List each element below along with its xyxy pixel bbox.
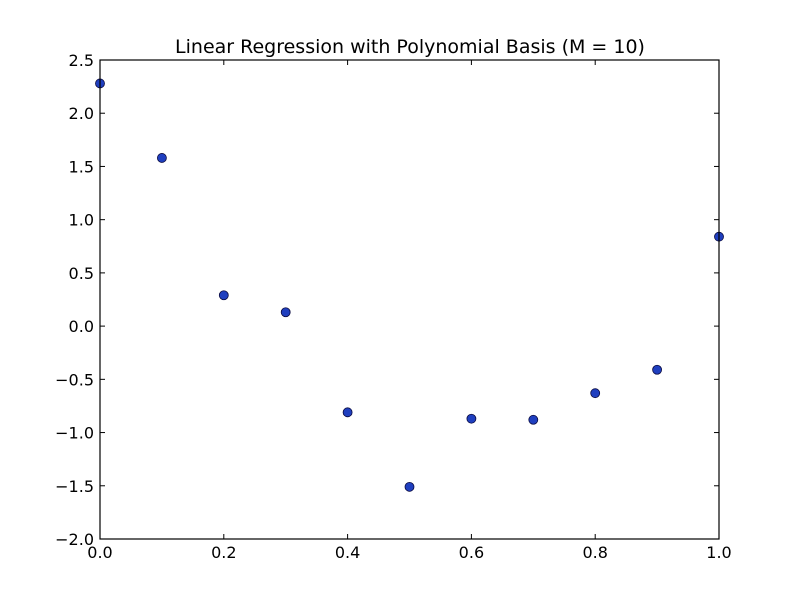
y-tick-label-2: −1.0	[55, 424, 94, 443]
data-point-8	[590, 388, 601, 399]
y-tick-label-5: 0.5	[69, 264, 94, 283]
data-point-4	[342, 407, 353, 418]
x-tick-label-1: 0.2	[211, 543, 236, 562]
data-point-9	[652, 364, 662, 375]
x-tick-label-0: 0.0	[87, 543, 112, 562]
x-tick-label-4: 0.8	[582, 543, 607, 562]
y-tick-label-7: 1.5	[69, 157, 94, 176]
axes: 0.0 0.2 0.4 0.6 0.8 1.0 −2.0 −1.5 −1.0 −0.5 0.0 0.5…	[55, 51, 732, 562]
data-point-7	[528, 414, 539, 425]
y-tick-label-4: 0.0	[69, 317, 94, 336]
chart-title: Linear Regression with Polynomial Basis …	[175, 36, 645, 58]
y-tick-label-9: 2.5	[69, 51, 94, 70]
y-tick-label-3: −0.5	[55, 370, 94, 389]
x-tick-label-2: 0.4	[335, 543, 360, 562]
y-tick-label-8: 2.0	[69, 104, 94, 123]
y-tick-label-0: −2.0	[55, 530, 94, 549]
data-point-6	[466, 413, 477, 424]
data-point-1	[156, 153, 167, 163]
x-tick-label-3: 0.6	[459, 543, 484, 562]
x-tick-label-5: 1.0	[706, 543, 731, 562]
data-point-2	[218, 290, 229, 301]
y-tick-label-6: 1.0	[69, 211, 94, 230]
data-point-3	[280, 307, 291, 318]
axes-frame	[99, 59, 720, 540]
plot-area	[95, 78, 724, 492]
data-point-5	[404, 481, 415, 492]
y-tick-label-1: −1.5	[55, 477, 94, 496]
